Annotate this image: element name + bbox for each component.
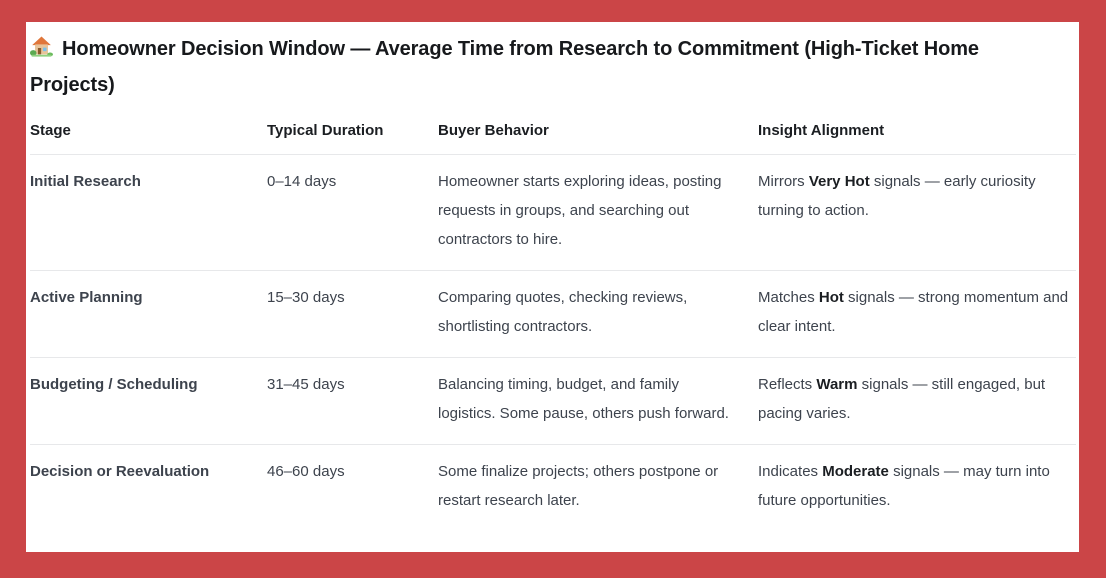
house-with-garden-icon [30, 35, 53, 69]
insight-prefix: Indicates [758, 463, 823, 480]
content-card: Homeowner Decision Window — Average Time… [26, 22, 1079, 552]
column-header-insight-alignment: Insight Alignment [758, 122, 885, 139]
behavior-cell: Homeowner starts exploring ideas, postin… [438, 154, 758, 271]
insight-term: Warm [816, 376, 858, 393]
stage-cell: Active Planning [30, 270, 267, 358]
insight-suffix: signals — may turn into future opportuni… [758, 463, 1050, 509]
decision-window-table: Stage Typical Duration Buyer Behavior In… [30, 111, 1076, 531]
insight-term: Moderate [822, 463, 889, 480]
insight-prefix: Reflects [758, 376, 817, 393]
page-title-text: Homeowner Decision Window — Average Time… [30, 38, 979, 96]
table-row: Budgeting / Scheduling 31–45 days Balanc… [30, 357, 1076, 445]
insight-prefix: Matches [758, 289, 819, 306]
duration-cell: 0–14 days [267, 154, 438, 271]
table-row: Active Planning 15–30 days Comparing quo… [30, 270, 1076, 358]
behavior-cell: Comparing quotes, checking reviews, shor… [438, 270, 758, 358]
stage-cell: Budgeting / Scheduling [30, 357, 267, 445]
insight-prefix: Mirrors [758, 173, 809, 190]
insight-suffix: signals — still engaged, but pacing vari… [758, 376, 1046, 422]
insight-cell: Mirrors Very Hot signals — early curiosi… [758, 154, 1076, 271]
column-header-stage: Stage [30, 122, 71, 139]
insight-suffix: signals — early curiosity turning to act… [758, 173, 1036, 219]
insight-suffix: signals — strong momentum and clear inte… [758, 289, 1069, 335]
insight-term: Hot [818, 289, 844, 306]
insight-term: Very Hot [808, 173, 870, 190]
table-row: Initial Research 0–14 days Homeowner sta… [30, 154, 1076, 271]
column-header-typical-duration: Typical Duration [267, 122, 384, 139]
table-row: Decision or Reevaluation 46–60 days Some… [30, 444, 1076, 531]
insight-cell: Matches Hot signals — strong momentum an… [758, 270, 1076, 358]
page-title: Homeowner Decision Window — Average Time… [30, 33, 1042, 102]
duration-cell: 15–30 days [267, 270, 438, 358]
duration-cell: 46–60 days [267, 444, 438, 531]
insight-cell: Indicates Moderate signals — may turn in… [758, 444, 1076, 531]
column-header-buyer-behavior: Buyer Behavior [438, 122, 549, 139]
behavior-cell: Some finalize projects; others postpone … [438, 444, 758, 531]
table-header-row: Stage Typical Duration Buyer Behavior In… [30, 111, 1076, 155]
insight-cell: Reflects Warm signals — still engaged, b… [758, 357, 1076, 445]
duration-cell: 31–45 days [267, 357, 438, 445]
behavior-cell: Balancing timing, budget, and family log… [438, 357, 758, 445]
stage-cell: Initial Research [30, 154, 267, 271]
stage-cell: Decision or Reevaluation [30, 444, 267, 531]
